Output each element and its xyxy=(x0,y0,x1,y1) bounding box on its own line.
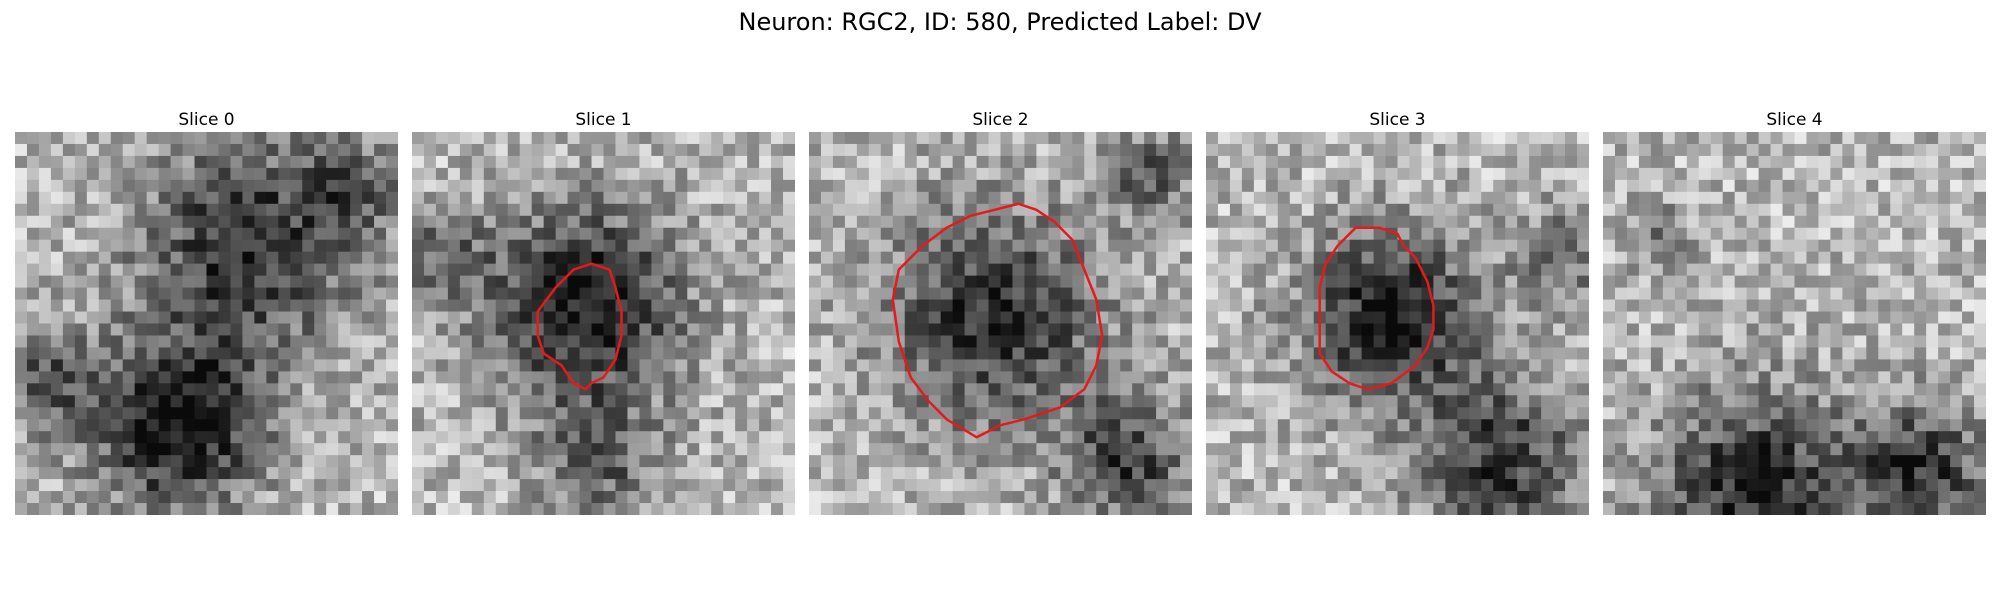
slice-image-2 xyxy=(809,132,1192,515)
slice-title-4: Slice 4 xyxy=(1766,110,1823,130)
slice-title-3: Slice 3 xyxy=(1369,110,1426,130)
slice-panel-0: Slice 0 xyxy=(15,108,398,515)
slice-panel-1: Slice 1 xyxy=(412,108,795,515)
roi-contour-3 xyxy=(1318,226,1435,391)
roi-contour-2 xyxy=(891,202,1104,439)
slice-image-3 xyxy=(1206,132,1589,515)
slice-title-0: Slice 0 xyxy=(178,110,235,130)
slice-image-1 xyxy=(412,132,795,515)
slice-title-2: Slice 2 xyxy=(972,110,1029,130)
slice-title-1: Slice 1 xyxy=(575,110,632,130)
slice-image-0 xyxy=(15,132,398,515)
roi-contour-1 xyxy=(536,262,623,391)
slice-image-4 xyxy=(1603,132,1986,515)
slice-panel-4: Slice 4 xyxy=(1603,108,1986,515)
slice-panel-3: Slice 3 xyxy=(1206,108,1589,515)
slice-panel-2: Slice 2 xyxy=(809,108,1192,515)
figure-title: Neuron: RGC2, ID: 580, Predicted Label: … xyxy=(738,8,1262,36)
